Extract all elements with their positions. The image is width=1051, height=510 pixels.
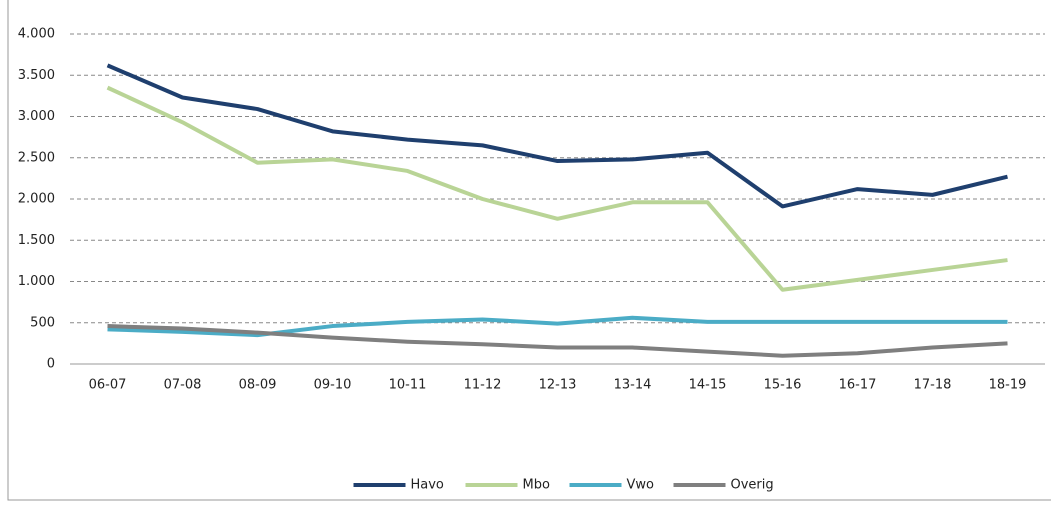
x-tick-label: 16-17: [839, 378, 877, 393]
series-line: [106, 63, 1008, 209]
x-tick-label: 12-13: [539, 378, 577, 393]
legend-label: Vwo: [627, 478, 655, 493]
x-tick-label: 09-10: [314, 378, 352, 393]
x-tick-label: 10-11: [389, 378, 427, 393]
x-tick-label: 06-07: [89, 378, 127, 393]
x-tick-label: 08-09: [239, 378, 277, 393]
series-line: [106, 85, 1008, 292]
y-tick-label: 0: [47, 357, 55, 372]
x-tick-label: 13-14: [614, 378, 652, 393]
legend-label: Overig: [731, 478, 774, 493]
y-tick-label: 500: [30, 315, 55, 330]
legend-label: Havo: [411, 478, 444, 493]
y-tick-label: 3.000: [18, 109, 55, 124]
x-tick-label: 18-19: [989, 378, 1027, 393]
y-tick-label: 3.500: [18, 68, 55, 83]
x-tick-label: 14-15: [689, 378, 727, 393]
x-tick-label: 07-08: [164, 378, 202, 393]
legend-label: Mbo: [523, 478, 550, 493]
y-tick-label: 2.000: [18, 192, 55, 207]
x-tick-label: 15-16: [764, 378, 802, 393]
y-tick-label: 1.500: [18, 233, 55, 248]
series-line: [107, 324, 1008, 358]
frame: [7, 0, 1051, 501]
y-tick-label: 4.000: [18, 27, 55, 42]
series-line: [107, 315, 1008, 338]
x-tick-label: 17-18: [914, 378, 952, 393]
y-tick-label: 2.500: [18, 150, 55, 165]
x-tick-label: 11-12: [464, 378, 502, 393]
y-tick-label: 1.000: [18, 274, 55, 289]
